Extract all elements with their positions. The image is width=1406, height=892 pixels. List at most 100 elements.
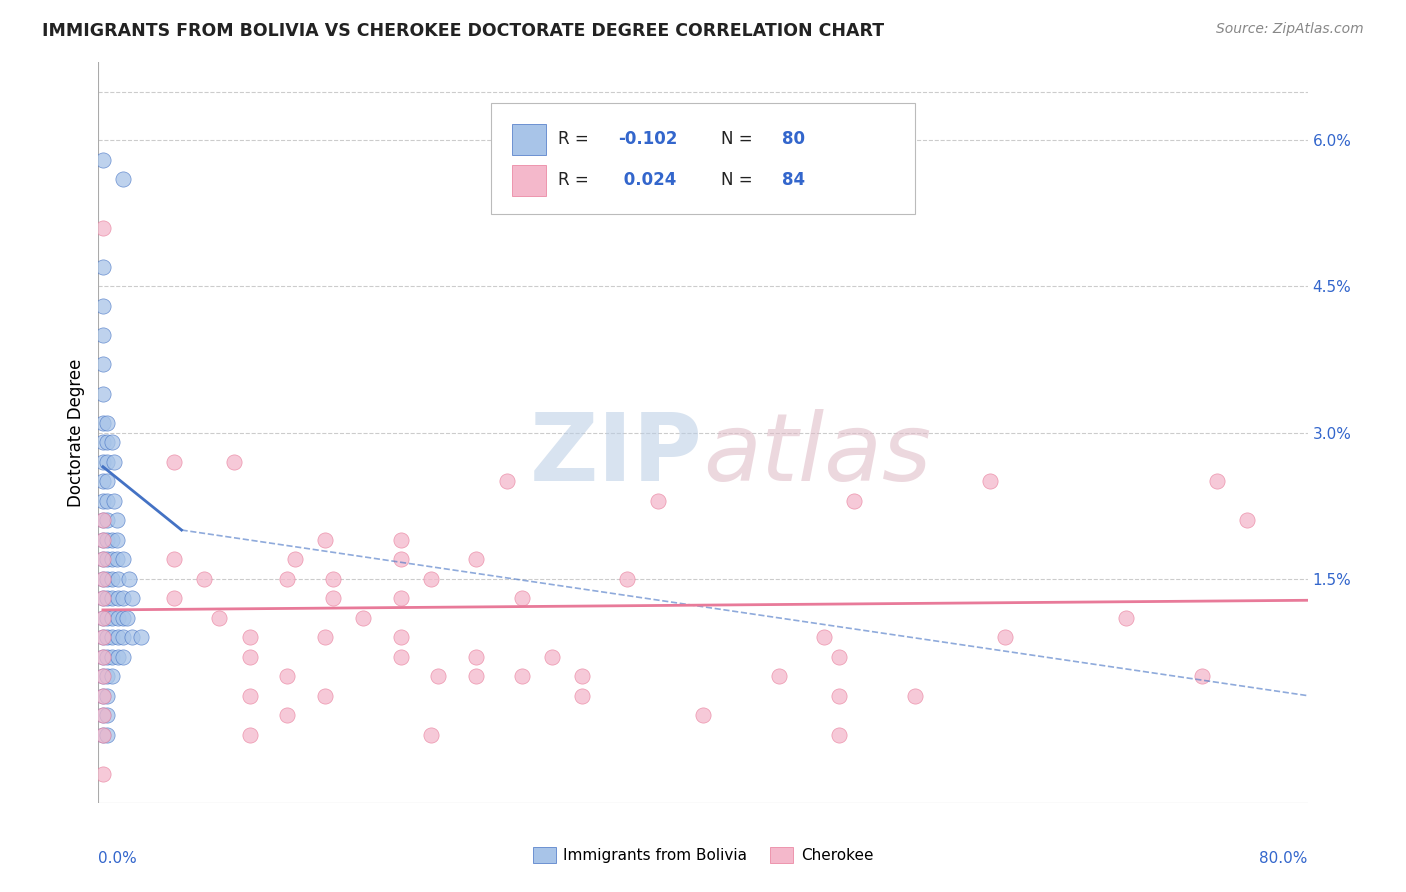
Point <box>692 708 714 723</box>
Point <box>91 260 114 274</box>
Point <box>91 493 114 508</box>
Point <box>111 552 134 566</box>
Point <box>979 475 1001 489</box>
Point <box>647 493 669 508</box>
Text: N =: N = <box>721 130 758 148</box>
Point <box>91 728 114 742</box>
Point <box>540 649 562 664</box>
Point <box>91 611 114 625</box>
Point <box>115 611 138 625</box>
Point <box>101 630 124 644</box>
Point <box>314 630 336 644</box>
Point <box>103 455 125 469</box>
Point <box>465 669 488 683</box>
Point <box>465 552 488 566</box>
Point <box>96 572 118 586</box>
Point <box>96 455 118 469</box>
Point <box>107 649 129 664</box>
Point <box>1236 513 1258 527</box>
Point <box>101 572 124 586</box>
Point <box>96 591 118 606</box>
Text: 80.0%: 80.0% <box>1260 851 1308 866</box>
Point <box>163 455 186 469</box>
Text: ZIP: ZIP <box>530 409 703 500</box>
Point <box>101 611 124 625</box>
Point <box>91 689 114 703</box>
Point <box>284 552 307 566</box>
Text: 84: 84 <box>782 171 804 189</box>
Point <box>91 552 114 566</box>
Point <box>91 475 114 489</box>
Text: 80: 80 <box>782 130 804 148</box>
Point <box>101 591 124 606</box>
Point <box>510 591 533 606</box>
Point <box>96 611 118 625</box>
Point <box>107 611 129 625</box>
Point <box>465 649 488 664</box>
Point <box>96 533 118 547</box>
Point <box>224 455 246 469</box>
Point <box>101 669 124 683</box>
Point <box>121 630 143 644</box>
Point <box>96 689 118 703</box>
Point <box>616 572 638 586</box>
Point <box>239 630 262 644</box>
Point <box>111 591 134 606</box>
Point <box>389 649 412 664</box>
Point <box>276 572 298 586</box>
Point <box>768 669 790 683</box>
Point <box>91 299 114 313</box>
Point <box>118 572 141 586</box>
Point <box>101 533 124 547</box>
Point <box>91 533 114 547</box>
Point <box>1357 630 1379 644</box>
Text: 0.0%: 0.0% <box>98 851 138 866</box>
Point <box>239 689 262 703</box>
Point <box>96 552 118 566</box>
Point <box>91 766 114 780</box>
Point <box>129 630 152 644</box>
Point <box>994 630 1017 644</box>
Point <box>276 669 298 683</box>
Point <box>101 649 124 664</box>
Point <box>314 533 336 547</box>
Point <box>91 435 114 450</box>
Point <box>1327 689 1350 703</box>
Point <box>828 728 851 742</box>
Point <box>96 475 118 489</box>
Point <box>96 728 118 742</box>
FancyBboxPatch shape <box>492 103 915 214</box>
Point <box>322 572 344 586</box>
Point <box>322 591 344 606</box>
Point <box>96 708 118 723</box>
Point <box>571 689 593 703</box>
Point <box>91 533 114 547</box>
Text: R =: R = <box>558 130 593 148</box>
Point <box>1206 475 1229 489</box>
Point <box>101 552 124 566</box>
Point <box>193 572 215 586</box>
Point <box>276 708 298 723</box>
Point <box>813 630 835 644</box>
Point <box>91 591 114 606</box>
Point <box>91 591 114 606</box>
Point <box>103 493 125 508</box>
Point <box>1191 669 1213 683</box>
Point <box>828 649 851 664</box>
Point <box>389 552 412 566</box>
Text: N =: N = <box>721 171 758 189</box>
Point <box>105 533 128 547</box>
Point <box>239 649 262 664</box>
Point <box>427 669 450 683</box>
Point <box>352 611 374 625</box>
Point <box>111 611 134 625</box>
Point <box>111 630 134 644</box>
Bar <box>512 165 546 195</box>
Point <box>91 630 114 644</box>
Point <box>96 493 118 508</box>
Point <box>91 649 114 664</box>
Point <box>91 153 114 167</box>
Point <box>91 221 114 235</box>
Point <box>91 455 114 469</box>
Y-axis label: Doctorate Degree: Doctorate Degree <box>66 359 84 507</box>
